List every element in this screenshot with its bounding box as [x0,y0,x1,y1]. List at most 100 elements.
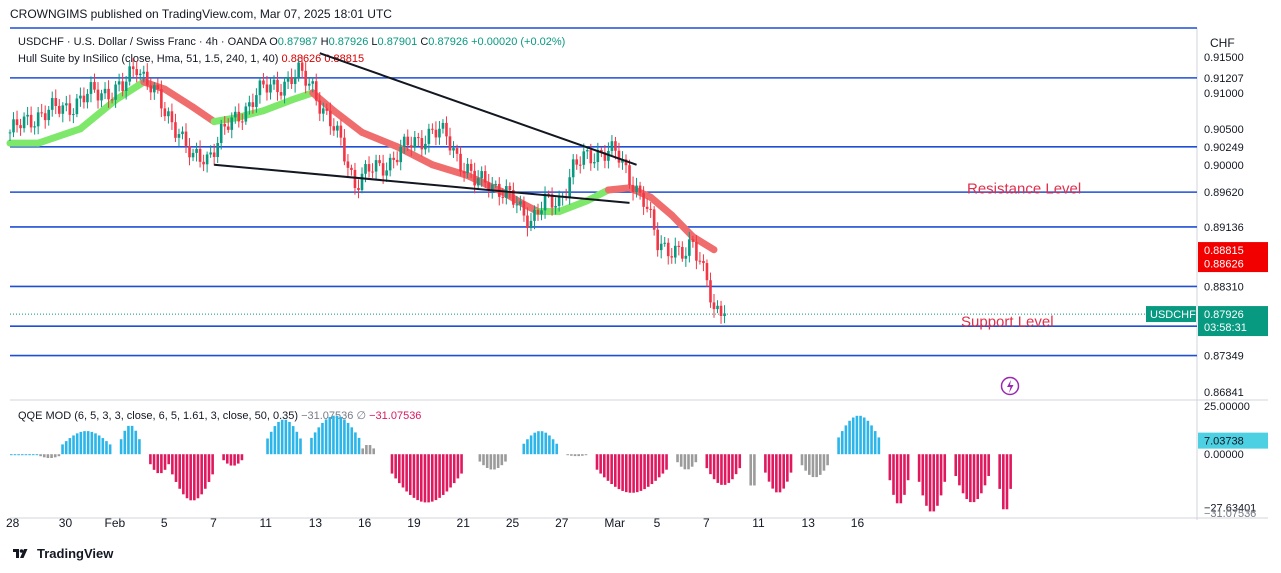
candle-body [167,111,170,117]
level-label: 0.87349 [1204,351,1244,363]
price-tick-label: 0.90500 [1204,124,1244,136]
candle-body [550,194,554,208]
qqe-bar [570,454,573,456]
candle-body [29,114,33,128]
tradingview-logo-icon [13,548,28,558]
candle [659,235,663,259]
qqe-bar [859,415,862,455]
candle-body [276,79,279,93]
time-tick-label: 30 [59,516,73,530]
qqe-bar [877,437,881,455]
time-tick-label: 27 [555,516,569,530]
candle [181,126,184,140]
candle [8,129,12,142]
qqe-bar [767,454,771,482]
qqe-bar [460,454,463,474]
qqe-bar [83,431,86,455]
candle [431,123,434,134]
qqe-bar [643,454,646,490]
qqe-bar [925,454,928,506]
candle-body [107,88,110,100]
candle-body [100,93,103,101]
candle-body [462,171,466,174]
candle-body [40,112,43,114]
qqe-bar [595,454,599,470]
candle-body [237,111,241,122]
candle-body [480,171,483,179]
qqe-bar [97,435,101,455]
qqe-bar [339,416,343,455]
candle [251,93,255,114]
candle-body [339,125,343,138]
candle-body [709,280,712,303]
candle [255,88,258,113]
candle [512,182,515,208]
candle [40,103,43,118]
candle-body [413,137,417,148]
candle-body [350,167,353,170]
qqe-bar [346,422,350,455]
price-tick-label: 0.90000 [1204,160,1244,172]
candle-body [695,241,698,261]
hull-band-segment [161,85,197,111]
candle-body [293,77,297,84]
qqe-bar [840,431,844,455]
time-tick-label: 5 [161,516,168,530]
candle [22,112,26,133]
candle [628,159,631,189]
candle-body [149,85,153,93]
hull-band-segment [393,143,436,169]
candle-body [529,220,533,229]
candle-body [438,128,441,138]
time-tick-label: 16 [358,516,372,530]
candle-body [93,82,96,90]
qqe-bar [906,454,910,481]
hull-band-segment [358,128,401,151]
candle [554,197,557,215]
candle-body [230,117,234,130]
candle [47,105,51,126]
candle [241,113,244,131]
qqe-bar [987,454,990,477]
tradingview-brand: TradingView [37,546,114,561]
candle-body [36,112,40,127]
qqe-bar [317,427,321,455]
qqe-bar [972,454,976,503]
candle [65,95,68,112]
candle [103,82,107,100]
candle [12,112,15,138]
qqe-bar [134,430,138,455]
candle [508,182,512,199]
candle-body [575,159,579,165]
last-price-box [1198,306,1268,337]
candle-body [522,201,526,216]
last-price-symbol: USDCHF [1150,309,1196,321]
qqe-bar [537,431,540,455]
level-label: 0.91207 [1204,73,1244,85]
hull-band-segment [259,96,296,115]
candle [705,259,709,288]
qqe-bar [211,454,214,475]
candle [561,192,564,206]
low-value: 0.87901 [377,36,418,48]
candle [452,141,455,158]
candle [723,305,726,324]
candle [212,143,216,166]
candle-body [61,105,65,114]
candle [343,129,346,166]
level-label-bg [1198,138,1268,155]
qqe-bar [800,454,804,466]
qqe-bar [936,454,939,506]
qqe-bar [899,454,903,504]
qqe-bar [628,454,632,493]
candle [610,135,614,156]
candle-body [226,126,230,130]
candle-body [248,102,251,107]
candle [163,101,167,122]
candle [279,83,283,100]
candle [652,206,656,236]
candle-body [519,201,522,205]
qqe-bar [734,454,738,475]
candle [395,151,399,166]
